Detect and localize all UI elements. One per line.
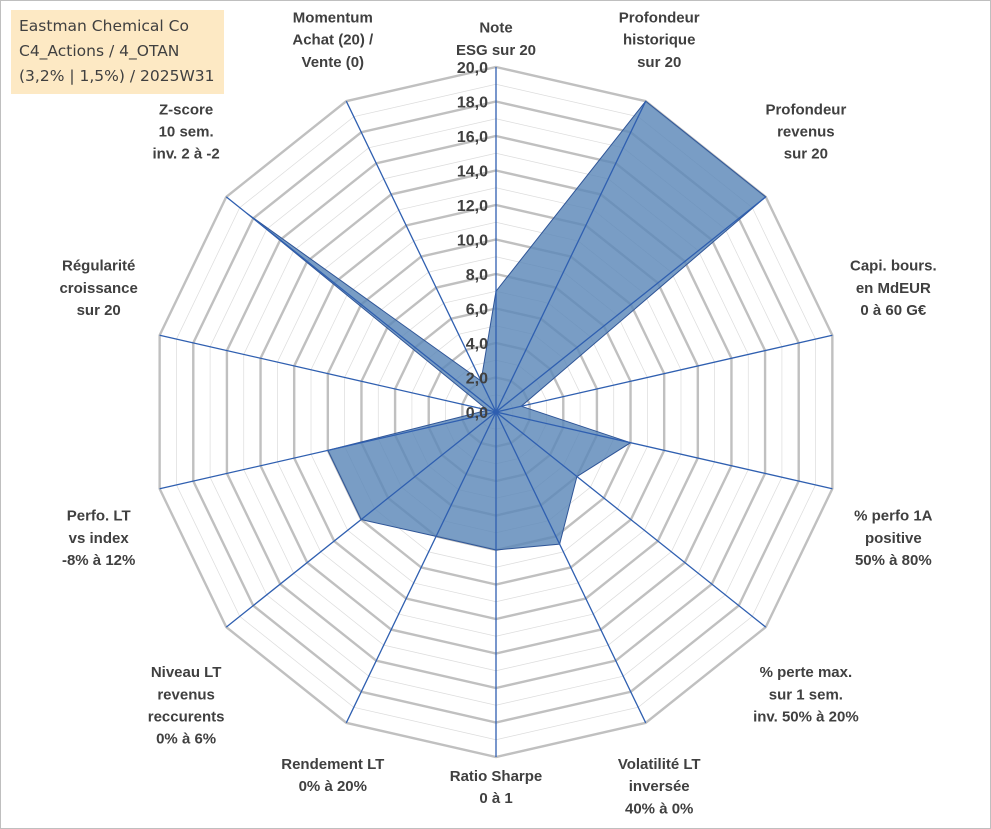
category-label: 0 à 60 G€ — [860, 302, 927, 319]
axis-spoke — [345, 411, 497, 724]
category-label: Profondeur — [619, 9, 700, 26]
tick-label: 0,0 — [466, 405, 488, 422]
category-label: croissance — [59, 280, 137, 297]
tick-label: 12,0 — [457, 198, 488, 215]
category-label: Perfo. LT — [67, 508, 131, 525]
axis-spoke — [495, 100, 647, 413]
category-label: ESG sur 20 — [456, 42, 536, 59]
series-layer — [246, 100, 767, 551]
category-label: 0 à 1 — [479, 790, 512, 807]
category-label: Ratio Sharpe — [450, 768, 543, 785]
category-label: Profondeur — [765, 101, 846, 118]
category-label: Capi. bours. — [850, 258, 937, 275]
axis-spoke — [495, 411, 647, 724]
category-label: vs index — [69, 530, 130, 547]
category-label: inv. 50% à 20% — [753, 709, 859, 726]
tick-label: 8,0 — [466, 267, 488, 284]
axis-spoke — [159, 334, 497, 413]
category-label: 50% à 80% — [855, 552, 932, 569]
category-label: inv. 2 à -2 — [152, 146, 219, 163]
axis-spoke — [345, 100, 497, 413]
category-labels: Note ESG sur 20 Profondeur historique sur 20… — [59, 9, 936, 817]
tick-label: 20,0 — [457, 60, 488, 77]
axis-spoke — [495, 334, 833, 413]
category-label: positive — [865, 530, 922, 547]
tick-label: 10,0 — [457, 233, 488, 250]
category-label: 0% à 20% — [299, 778, 367, 795]
category-label: Z-score — [159, 101, 213, 118]
tick-label: 18,0 — [457, 95, 488, 112]
category-label: sur 1 sem. — [769, 686, 843, 703]
category-label: % perte max. — [760, 664, 853, 681]
category-label: 0% à 6% — [156, 731, 216, 748]
title-line-2: C4_Actions / 4_OTAN — [19, 42, 180, 60]
category-label: sur 20 — [77, 302, 121, 319]
category-label: Vente (0) — [302, 54, 365, 71]
category-label: revenus — [777, 123, 835, 140]
category-label: 40% à 0% — [625, 800, 693, 817]
tick-label: 2,0 — [466, 371, 488, 388]
category-label: Achat (20) / — [292, 32, 374, 49]
category-label: Momentum — [293, 9, 373, 26]
tick-label: 6,0 — [466, 302, 488, 319]
axis-spoke — [225, 411, 497, 628]
chart-title: Eastman Chemical Co C4_Actions / 4_OTAN … — [11, 10, 224, 94]
category-label: inversée — [629, 778, 690, 795]
category-label: Régularité — [62, 258, 135, 275]
category-label: en MdEUR — [856, 280, 931, 297]
category-label: sur 20 — [784, 146, 828, 163]
title-line-1: Eastman Chemical Co — [19, 17, 189, 35]
category-label: reccurents — [148, 709, 225, 726]
category-label: % perfo 1A — [854, 508, 933, 525]
tick-label: 14,0 — [457, 164, 488, 181]
category-label: historique — [623, 32, 696, 49]
category-label: Rendement LT — [281, 756, 384, 773]
title-line-3: (3,2% | 1,5%) / 2025W31 — [19, 67, 215, 85]
radial-tick-labels: 0,0 2,0 4,0 6,0 8,0 10,0 12,0 14,0 16,0 18,0 20,0 — [457, 60, 488, 422]
axis-spokes — [159, 67, 833, 757]
tick-label: 16,0 — [457, 129, 488, 146]
axis-spoke — [495, 411, 767, 628]
axis-spoke — [495, 411, 833, 490]
category-label: revenus — [157, 686, 215, 703]
axis-spoke — [225, 196, 497, 413]
axis-spoke — [159, 411, 497, 490]
category-label: 10 sem. — [159, 123, 214, 140]
category-label: Note — [479, 20, 512, 37]
category-label: sur 20 — [637, 54, 681, 71]
category-label: Volatilité LT — [618, 756, 701, 773]
category-label: -8% à 12% — [62, 552, 135, 569]
axis-spoke — [495, 196, 767, 413]
tick-label: 4,0 — [466, 336, 488, 353]
category-label: Niveau LT — [151, 664, 222, 681]
